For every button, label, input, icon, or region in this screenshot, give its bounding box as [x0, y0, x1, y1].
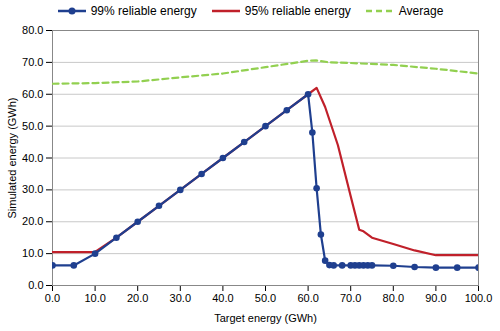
svg-text:40.0: 40.0: [22, 152, 43, 164]
svg-text:60.0: 60.0: [297, 292, 318, 304]
svg-text:0.0: 0.0: [45, 292, 60, 304]
svg-text:40.0: 40.0: [212, 292, 233, 304]
html-text:95% reliable energy: 95% reliable energy: [244, 4, 351, 18]
svg-text:50.0: 50.0: [22, 120, 43, 132]
svg-text:60.0: 60.0: [22, 88, 43, 100]
svg-text:80.0: 80.0: [383, 292, 404, 304]
svg-text:50.0: 50.0: [255, 292, 276, 304]
html-text:99% reliable energy: 99% reliable energy: [90, 4, 197, 18]
svg-text:Simulated energy (GWh): Simulated energy (GWh): [6, 97, 18, 218]
svg-text:Target energy (GWh): Target energy (GWh): [214, 312, 317, 324]
svg-text:20.0: 20.0: [22, 215, 43, 227]
html-text:Average: Average: [398, 4, 444, 18]
svg-text:100.0: 100.0: [465, 292, 493, 304]
svg-text:70.0: 70.0: [340, 292, 361, 304]
svg-text:70.0: 70.0: [22, 56, 43, 68]
svg-text:10.0: 10.0: [22, 247, 43, 259]
svg-text:10.0: 10.0: [84, 292, 105, 304]
svg-text:80.0: 80.0: [22, 24, 43, 36]
svg-text:30.0: 30.0: [170, 292, 191, 304]
svg-text:20.0: 20.0: [127, 292, 148, 304]
svg-text:90.0: 90.0: [425, 292, 446, 304]
svg-text:30.0: 30.0: [22, 183, 43, 195]
svg-text:0.0: 0.0: [28, 279, 43, 291]
